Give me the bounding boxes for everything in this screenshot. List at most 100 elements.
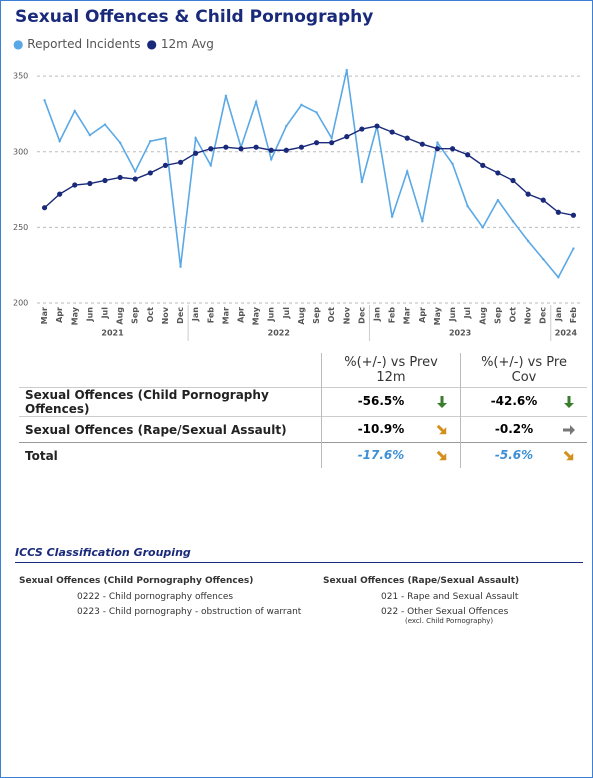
series-point <box>102 177 108 184</box>
series-point <box>87 180 93 187</box>
x-tick-label: Jul <box>101 307 110 320</box>
series-point <box>41 205 48 211</box>
series-point <box>419 141 425 147</box>
group-heading: Sexual Offences (Rape/Sexual Assault) <box>323 576 520 586</box>
group-item: 0222 - Child pornography offences <box>77 592 301 602</box>
title: Sexual Offences & Child Pornography <box>15 7 374 27</box>
x-tick-label: Sep <box>131 307 140 324</box>
arrow-shape <box>436 424 447 434</box>
arrow-shape <box>564 396 574 408</box>
series-point <box>103 123 107 126</box>
series-point <box>345 68 348 72</box>
x-tick-label: Nov <box>161 306 170 324</box>
series-point <box>179 265 182 268</box>
year-label: 2024 <box>555 329 578 338</box>
x-tick-label: Feb <box>569 307 578 324</box>
series-point <box>451 162 454 166</box>
trend-arrow <box>564 396 574 408</box>
series-point <box>466 205 469 208</box>
trend-arrow <box>436 424 447 434</box>
legend: ● Reported Incidents ● 12m Avg <box>13 37 220 51</box>
x-tick-label: Jun <box>448 307 457 323</box>
legend-marker: ● <box>146 37 161 51</box>
series-point <box>238 146 244 152</box>
cell-value: -5.6% <box>494 447 534 462</box>
series-point <box>177 159 184 165</box>
table-row: Total -17.6% -5.6% <box>19 442 587 468</box>
x-tick-label: Nov <box>342 306 351 324</box>
series-point <box>572 247 575 250</box>
year-label: 2023 <box>449 329 471 338</box>
series-point <box>555 209 561 215</box>
series-point <box>557 276 560 279</box>
arrow-shape <box>436 450 447 460</box>
series-point <box>481 226 484 229</box>
series-point <box>344 134 350 140</box>
trend-arrow <box>563 450 574 460</box>
value-cell: -42.6% <box>460 387 587 417</box>
series-point <box>208 146 214 152</box>
item-text: 0223 - Child pornography - obstruction o… <box>77 607 302 617</box>
series-point <box>223 144 229 150</box>
classification-title: ICCS Classification Grouping <box>15 546 583 563</box>
x-tick-label: Nov <box>524 306 533 324</box>
x-tick-label: Mar <box>221 307 230 324</box>
series-point <box>118 141 122 144</box>
series-point <box>57 191 63 197</box>
cell-value: -17.6% <box>357 447 405 462</box>
group-item: 0223 - Child pornography - obstruction o… <box>77 607 301 617</box>
trend-arrow <box>436 450 447 460</box>
series-point <box>406 170 409 173</box>
arrow-shape <box>437 396 448 408</box>
series-point <box>164 136 167 140</box>
table: %(+/-) vs Prev 12m %(+/-) vs Pre Cov Sexua… <box>19 353 587 468</box>
x-tick-label: Sep <box>493 307 502 324</box>
series-point <box>43 99 46 102</box>
cell-value: -0.2% <box>494 421 534 436</box>
series-point <box>298 144 305 150</box>
cell-value: -10.9% <box>357 421 405 436</box>
series-point <box>436 141 439 144</box>
x-tick-label: Jun <box>85 307 94 323</box>
x-tick-label: Oct <box>327 307 336 323</box>
x-tick-label: Oct <box>146 307 155 323</box>
value-cell: -56.5% <box>320 387 461 417</box>
x-tick-label: Feb <box>388 307 397 324</box>
series-point <box>224 94 228 97</box>
item-text: 0222 - Child pornography offences <box>77 592 234 602</box>
trend-arrow <box>437 396 448 408</box>
series-point <box>117 174 123 181</box>
classification-group: Sexual Offences (Child Pornography Offen… <box>19 576 301 622</box>
x-tick-label: May <box>70 306 79 325</box>
value-cell: -5.6% <box>460 442 587 468</box>
series-point <box>540 197 546 203</box>
value-cell: -0.2% <box>460 416 587 443</box>
series-point <box>268 147 274 153</box>
series-point <box>359 126 365 132</box>
series-point <box>480 162 486 168</box>
chart: 200 250 300 350 Mar Apr May Jun Jul Aug Sep Oct Nov D… <box>13 68 581 341</box>
series-point <box>542 257 545 261</box>
x-tick-label: Sep <box>312 307 321 324</box>
trend-arrow <box>563 424 575 435</box>
group-heading: Sexual Offences (Child Pornography Offen… <box>19 576 254 586</box>
series-point <box>390 215 394 218</box>
header-blank <box>19 353 322 388</box>
legend-marker: ● <box>13 37 28 51</box>
classification: ICCS Classification Grouping Sexual Offe… <box>15 546 583 625</box>
x-tick-label: Apr <box>418 307 427 323</box>
series-point <box>389 129 395 135</box>
series-point <box>254 100 258 104</box>
x-tick-label: Dec <box>539 307 548 324</box>
series-point <box>421 220 424 223</box>
x-tick-label: Dec <box>176 307 185 324</box>
column-header: %(+/-) vs Prev 12m <box>320 353 461 388</box>
group-item: 021 - Rape and Sexual Assault <box>381 592 519 602</box>
series-point <box>360 180 364 184</box>
series-point <box>434 146 441 152</box>
series-point <box>525 191 531 197</box>
x-tick-label: Apr <box>237 307 246 323</box>
item-text: 021 - Rape and Sexual Assault <box>381 592 519 602</box>
series-point <box>149 139 152 143</box>
